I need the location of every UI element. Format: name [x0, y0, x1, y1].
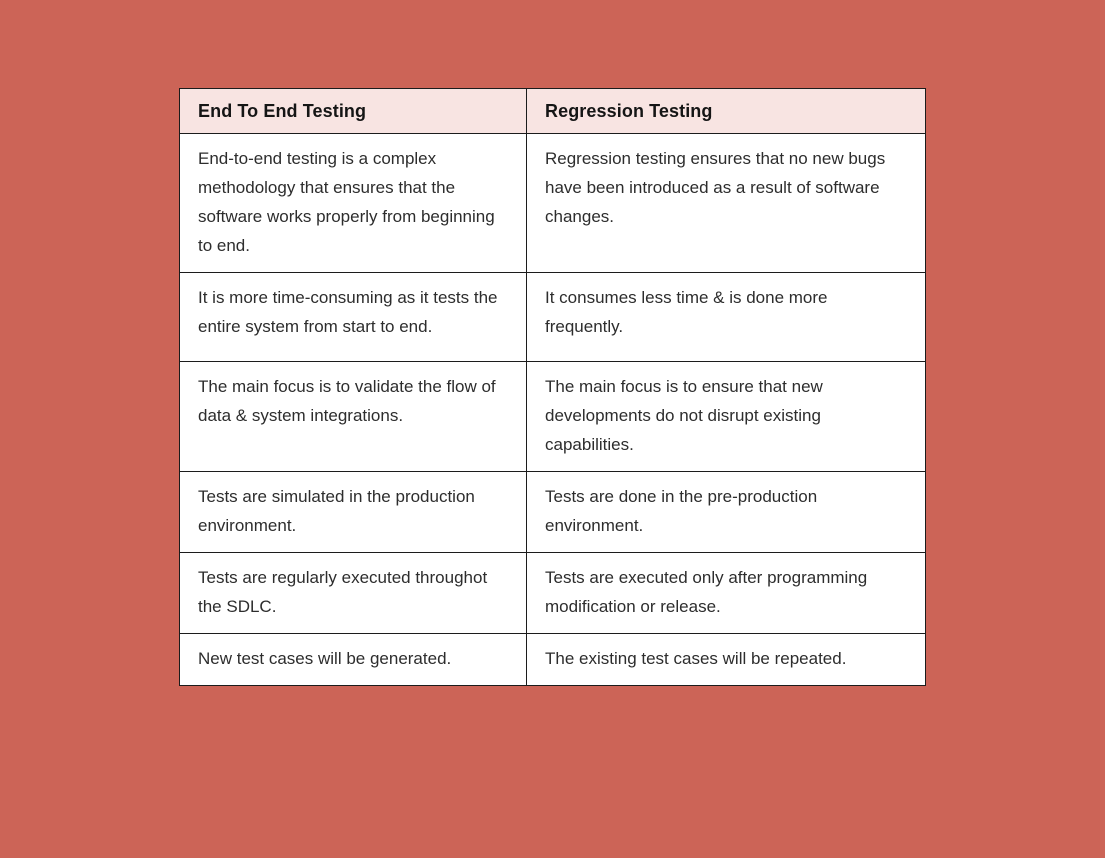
table-row: Tests are simulated in the production en… — [179, 471, 926, 553]
table-cell-e2e-focus: The main focus is to validate the flow o… — [179, 361, 527, 472]
table-row: New test cases will be generated. The ex… — [179, 633, 926, 686]
table-cell-regression-environment: Tests are done in the pre-production env… — [526, 471, 926, 553]
table-cell-e2e-environment: Tests are simulated in the production en… — [179, 471, 527, 553]
table-row: It is more time-consuming as it tests th… — [179, 272, 926, 362]
table-cell-e2e-execution: Tests are regularly executed throughot t… — [179, 552, 527, 634]
table-cell-regression-focus: The main focus is to ensure that new dev… — [526, 361, 926, 472]
table-cell-e2e-time: It is more time-consuming as it tests th… — [179, 272, 527, 362]
table-cell-regression-time: It consumes less time & is done more fre… — [526, 272, 926, 362]
table-cell-e2e-test-cases: New test cases will be generated. — [179, 633, 527, 686]
table-row: The main focus is to validate the flow o… — [179, 361, 926, 472]
table-cell-regression-execution: Tests are executed only after programmin… — [526, 552, 926, 634]
table-row: Tests are regularly executed throughot t… — [179, 552, 926, 634]
comparison-table: End To End Testing Regression Testing En… — [179, 88, 926, 686]
table-cell-regression-test-cases: The existing test cases will be repeated… — [526, 633, 926, 686]
header-row: End To End Testing Regression Testing — [179, 88, 926, 134]
table-cell-regression-definition: Regression testing ensures that no new b… — [526, 133, 926, 273]
page-background: End To End Testing Regression Testing En… — [0, 88, 1105, 858]
column-header-end-to-end-testing: End To End Testing — [179, 88, 527, 134]
table-row: End-to-end testing is a complex methodol… — [179, 133, 926, 273]
column-header-regression-testing: Regression Testing — [526, 88, 926, 134]
table-cell-e2e-definition: End-to-end testing is a complex methodol… — [179, 133, 527, 273]
